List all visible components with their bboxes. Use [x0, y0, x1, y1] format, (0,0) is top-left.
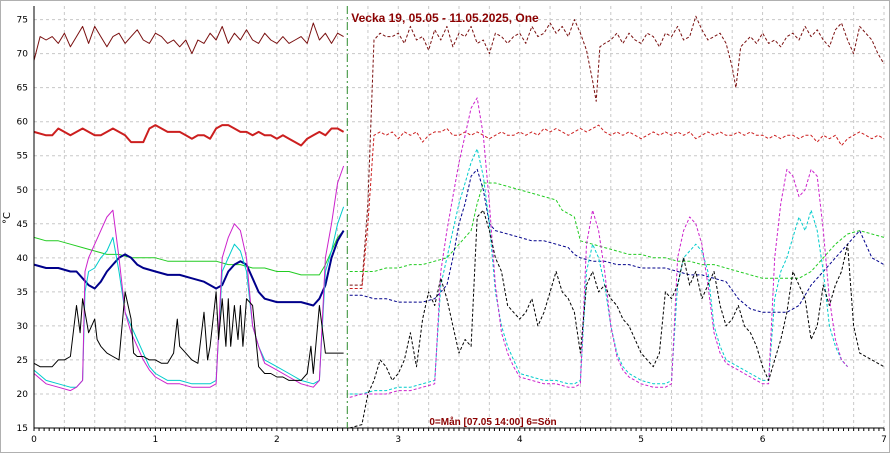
series-line-solid — [33, 22, 344, 61]
series-line-dashed — [349, 168, 885, 313]
y-tick-label: 40 — [17, 254, 29, 264]
series-line-solid — [33, 124, 345, 147]
y-tick-label: 15 — [17, 424, 28, 434]
x-tick-label: 6 — [760, 435, 766, 445]
series-line-solid — [33, 291, 344, 381]
y-tick-label: 50 — [17, 186, 29, 196]
x-tick-label: 5 — [638, 435, 644, 445]
y-tick-label: 60 — [17, 118, 29, 128]
x-tick-label: 2 — [274, 435, 280, 445]
y-tick-label: 35 — [17, 288, 28, 298]
series-group — [33, 15, 885, 429]
series-line-solid — [33, 165, 345, 392]
x-tick-label: 4 — [517, 435, 523, 445]
series-line-dashed — [349, 124, 885, 289]
series-line-solid — [33, 206, 345, 388]
x-tick-label: 1 — [153, 435, 159, 445]
y-tick-label: 75 — [17, 16, 28, 26]
x-tick-label: 0 — [31, 435, 37, 445]
y-axis-label: °C — [2, 212, 13, 224]
chart-title: Vecka 19, 05.05 - 11.05.2025, One — [351, 11, 539, 25]
x-tick-label: 3 — [395, 435, 401, 445]
x-tick-label: 7 — [881, 435, 887, 445]
series-line-solid — [33, 230, 344, 276]
y-tick-label: 55 — [17, 152, 28, 162]
y-tick-label: 45 — [17, 220, 28, 230]
series-line-dashed — [349, 209, 885, 429]
y-tick-label: 20 — [17, 390, 29, 400]
y-tick-label: 25 — [17, 356, 28, 366]
grid — [33, 6, 885, 429]
series-line-solid — [33, 230, 345, 307]
series-line-dashed — [349, 182, 885, 279]
y-tick-label: 30 — [17, 322, 29, 332]
y-tick-label: 65 — [17, 84, 28, 94]
series-line-dashed — [349, 15, 885, 286]
chart-annotation: 0=Mån [07.05 14:00] 6=Sön — [429, 416, 556, 428]
y-tick-label: 70 — [17, 50, 29, 60]
series-line-dashed — [349, 97, 848, 398]
